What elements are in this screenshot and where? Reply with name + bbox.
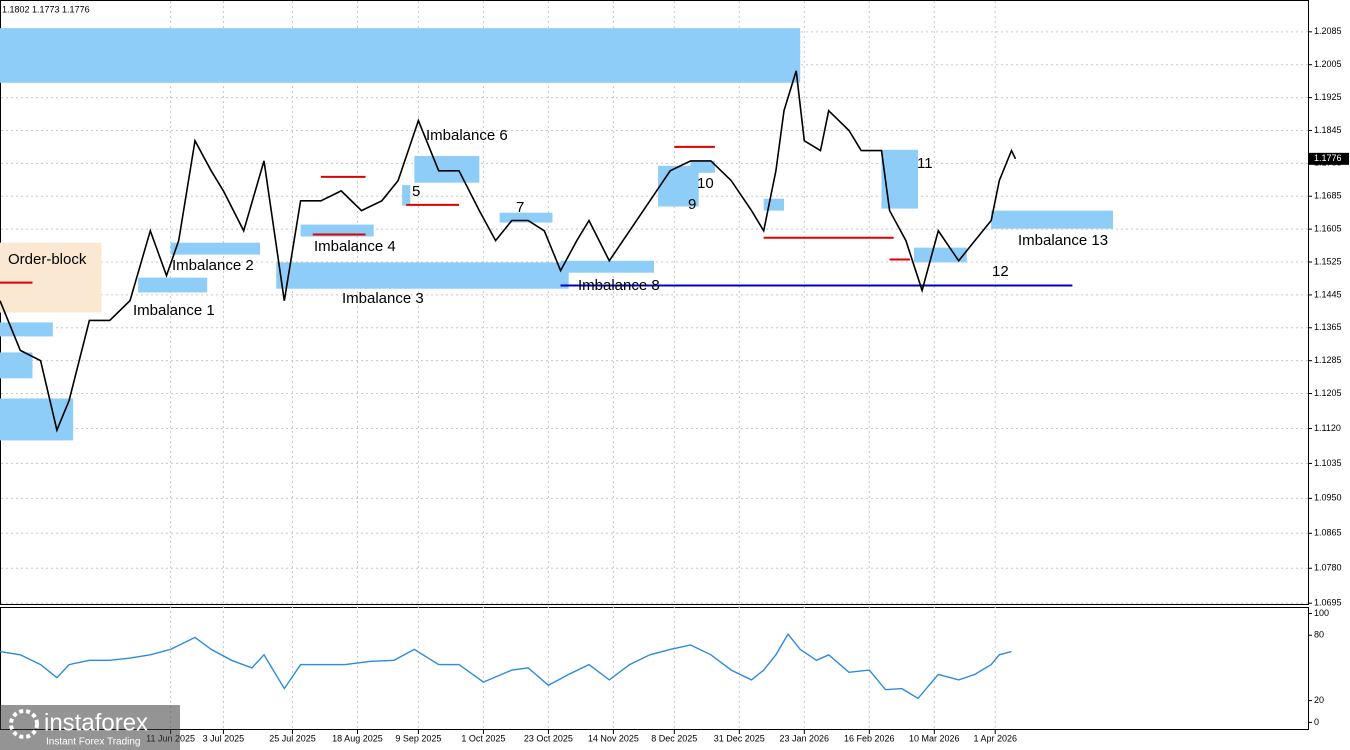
zone-label: Imbalance 3 <box>342 290 424 307</box>
zone <box>414 155 480 183</box>
y-tick-label: 1.1035 <box>1314 458 1342 468</box>
x-tick-label: 1 Oct 2025 <box>461 733 505 743</box>
price-tag <box>1309 152 1349 165</box>
y-tick-label: 1.1525 <box>1314 256 1342 266</box>
zone <box>0 28 801 83</box>
zone <box>402 185 411 206</box>
zone-label: 7 <box>516 199 524 216</box>
zone <box>991 210 1114 229</box>
y-tick-label: 1.1205 <box>1314 388 1342 398</box>
zone <box>300 224 374 237</box>
zone <box>0 322 53 337</box>
y-tick-label: 1.1925 <box>1314 92 1342 102</box>
logo-name: instaforex <box>44 709 148 736</box>
x-tick-label: 8 Dec 2025 <box>651 733 697 743</box>
zone <box>170 242 260 255</box>
zone-label: 9 <box>688 196 696 213</box>
y-tick-label: 1.1605 <box>1314 224 1342 234</box>
zone <box>763 198 784 211</box>
series-line <box>0 70 1017 433</box>
zone <box>913 247 967 263</box>
y-tick-label: 1.1285 <box>1314 355 1342 365</box>
zone-label: Imbalance 6 <box>426 127 508 144</box>
zone <box>499 212 553 223</box>
y-tick-label: 1.1685 <box>1314 191 1342 201</box>
x-tick-label: 10 Mar 2026 <box>909 733 960 743</box>
x-tick-label: 9 Sep 2025 <box>395 733 441 743</box>
zone-label: Order-block <box>8 251 87 268</box>
y-tick-label: 1.1445 <box>1314 289 1342 299</box>
zone-label: Imbalance 13 <box>1018 232 1108 249</box>
x-tick-label: 25 Jul 2025 <box>269 733 316 743</box>
ohlc-header: 1.1802 1.1773 1.1776 <box>2 4 90 14</box>
y-tick-label: 20 <box>1314 695 1324 705</box>
x-tick-label: 1 Apr 2026 <box>973 733 1017 743</box>
zone <box>0 352 33 379</box>
zone-label: 10 <box>697 175 714 192</box>
y-tick-label: 1.2005 <box>1314 59 1342 69</box>
zone-label: 11 <box>917 155 933 172</box>
zone <box>276 262 569 289</box>
y-tick-label: 80 <box>1314 630 1324 640</box>
y-tick-label: 1.0865 <box>1314 528 1342 538</box>
y-tick-label: 0 <box>1314 717 1319 727</box>
y-tick-label: 1.0695 <box>1314 598 1342 608</box>
x-tick-label: 14 Nov 2025 <box>588 733 639 743</box>
zone-label: 12 <box>992 263 1009 280</box>
y-tick-label: 1.1365 <box>1314 322 1342 332</box>
rsi-frame <box>0 607 1309 730</box>
zone-label: Imbalance 8 <box>578 277 660 294</box>
x-tick-label: 18 Aug 2025 <box>332 733 383 743</box>
y-tick-label: 1.0780 <box>1314 563 1342 573</box>
x-tick-label: 31 Dec 2025 <box>714 733 765 743</box>
series-line <box>0 632 1012 700</box>
zone-label: Imbalance 2 <box>172 257 254 274</box>
zone <box>138 277 208 293</box>
logo-tagline: Instant Forex Trading <box>46 737 141 748</box>
zone-label: Imbalance 4 <box>314 238 396 255</box>
zone <box>0 242 102 313</box>
x-tick-label: 3 Jul 2025 <box>203 733 245 743</box>
logo-icon <box>9 709 39 739</box>
price-tag-label: 1.1776 <box>1314 153 1342 163</box>
y-tick-label: 1.1845 <box>1314 125 1342 135</box>
x-tick-label: 16 Feb 2026 <box>844 733 895 743</box>
y-tick-label: 100 <box>1314 608 1329 618</box>
y-tick-label: 1.0950 <box>1314 493 1342 503</box>
zone <box>881 149 919 209</box>
zone <box>560 260 654 273</box>
y-tick-label: 1.2085 <box>1314 26 1342 36</box>
y-tick-label: 1.1120 <box>1314 423 1341 433</box>
zone-label: Imbalance 1 <box>133 302 215 319</box>
x-tick-label: 23 Oct 2025 <box>524 733 573 743</box>
zone-label: 5 <box>412 183 420 200</box>
x-tick-label: 23 Jan 2026 <box>780 733 830 743</box>
logo-box <box>0 705 180 750</box>
zone <box>690 160 715 173</box>
